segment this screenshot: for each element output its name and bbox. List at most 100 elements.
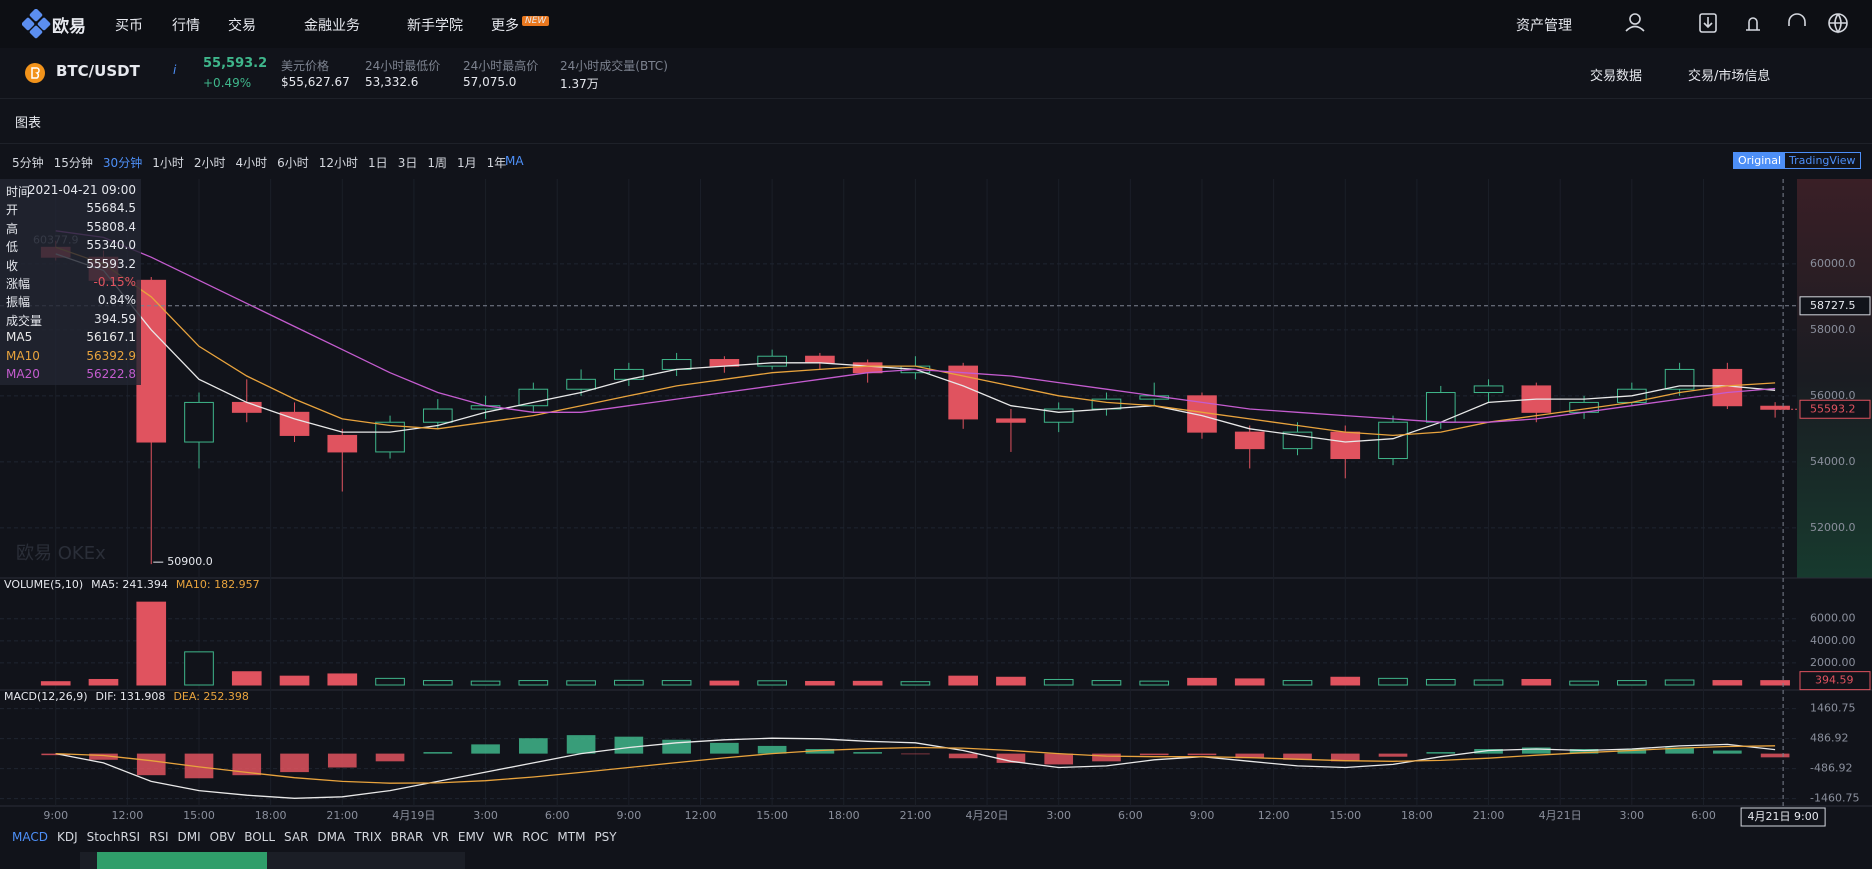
watermark: 欧易 OKEx [16,543,106,564]
y-tick-label: 60000.0 [1810,257,1856,270]
indicator-tab[interactable]: ROC [522,830,549,844]
last-volume-box [1799,671,1871,691]
volume-bar [279,675,310,686]
tooltip-label: 低 [6,240,19,255]
bottom-tab[interactable] [97,852,267,869]
indicator-select[interactable]: MA [505,154,524,168]
tooltip-label: MA10 [6,348,40,363]
volume-bar [1616,680,1647,686]
tooltip-row: 开 55684.5 [6,201,136,219]
indicator-tab[interactable]: EMV [457,830,485,844]
logo-icon [22,9,51,39]
interval[interactable]: 2小时 [193,156,226,170]
indicator-tab[interactable]: SAR [284,830,309,844]
interval-list: 5分钟 15分钟 30分钟 1小时 2小时 4小时 6小时 12小时 1日 3日 1周 1月 1年 [12,154,506,171]
indicator-tab[interactable]: KDJ [56,830,78,844]
indicator-tab[interactable]: VR [432,830,449,844]
nav-item[interactable]: 更多 [491,18,519,34]
interval[interactable]: 1日 [368,156,388,170]
interval[interactable]: 1月 [456,156,477,170]
interval[interactable]: 6小时 [277,156,309,170]
x-tick-label: 3:00 [1046,809,1071,822]
interval[interactable]: 1小时 [152,156,184,170]
interval[interactable]: 3日 [397,156,418,170]
candle-body [661,359,692,370]
macd-bar [519,738,548,754]
macd-bar [996,753,1026,763]
stat-label: 美元价格 [281,59,330,73]
indicator-tab[interactable]: BOLL [244,830,276,844]
nav-item[interactable]: 买币 [115,18,143,34]
tooltip-row: 高 55808.4 [6,220,136,238]
volume-bar [136,601,167,686]
macd-bar [1521,747,1551,754]
tooltip-label: 时间 [6,185,31,199]
nav-icons [1625,13,1848,34]
info-icon[interactable]: i [173,63,177,77]
volume-bar [852,680,883,686]
macd-bar [901,753,930,755]
indicator-tab[interactable]: DMI [177,830,201,844]
pair[interactable]: BTC/USDT [56,62,140,80]
indicator-tab[interactable]: StochRSI [86,830,141,844]
interval[interactable]: 15分钟 [53,156,93,170]
link[interactable]: 交易数据 [1590,69,1643,84]
indicator-tab[interactable]: BRAR [390,830,424,844]
link[interactable]: 交易/市场信息 [1688,69,1771,84]
volume-bar [1091,680,1122,686]
interval[interactable]: 1年 [486,156,507,170]
top-nav: 欧易 买币 行情 交易 金融业务 新手学院 更多 NEW 资产管理 [0,0,1872,49]
macd-bar [1617,749,1647,754]
price-axis-bg [1797,179,1872,578]
volume-bar [948,675,979,686]
indicator-tab[interactable]: OBV [209,830,236,844]
macd-bar [1283,753,1312,760]
interval[interactable]: 12小时 [318,156,359,170]
asset-menu[interactable]: 资产管理 [1516,18,1572,34]
indicator-tab[interactable]: WR [493,830,514,844]
indicator-tab[interactable]: TRIX [354,830,382,844]
view-switch: Original TradingView [1733,152,1861,169]
logo-text[interactable]: 欧易 [52,17,86,37]
view-option[interactable]: TradingView [1789,154,1856,167]
indicator-tab[interactable]: MTM [557,830,586,844]
x-tick-label: 9:00 [1190,809,1215,822]
volume-bar [614,679,644,686]
tooltip-label: 涨幅 [6,277,31,291]
tooltip-label: 收 [6,258,19,273]
bottom-bar [80,852,465,869]
indicator-tab[interactable]: PSY [594,830,617,844]
interval[interactable]: 1周 [427,156,447,170]
volume-bar [1282,680,1313,686]
volume-bar [1330,676,1361,686]
candle-body [948,365,979,420]
indicator-tab[interactable]: MACD [12,830,48,844]
ohlc-tooltip: 时间 2021-04-21 09:00 开 55684.5 高 55808.4 低 55340… [0,179,141,385]
x-tick-label: 6:00 [1691,809,1716,822]
tooltip-value: -0.15% [93,275,136,289]
indicator-tab[interactable]: DMA [317,830,346,844]
tooltip-value: 55808.4 [86,219,136,234]
macd-legend: MACD(12,26,9) [4,690,88,703]
volume-bar [566,680,596,686]
nav-item[interactable]: 交易 [228,18,256,34]
interval[interactable]: 30分钟 [102,156,143,170]
tooltip-label: 成交量 [6,313,43,328]
x-tick-label: 21:00 [900,809,932,822]
interval[interactable]: 4小时 [235,156,268,170]
view-option[interactable]: Original [1734,153,1786,168]
macd-bar [280,753,309,773]
volume-bar [661,680,692,686]
nav-item[interactable]: 新手学院 [407,18,463,34]
x-tick-label: 9:00 [43,809,68,822]
macd-bar [805,749,835,754]
chart-bg [0,179,1872,826]
nav-item[interactable]: 行情 [172,18,200,34]
y-tick-label: 4000.00 [1810,634,1856,647]
x-tick-label: 12:00 [1258,809,1290,822]
indicator-tab[interactable]: RSI [149,830,169,844]
volume-bar [805,680,835,686]
interval[interactable]: 5分钟 [12,156,44,170]
nav-item[interactable]: 金融业务 [304,18,360,34]
